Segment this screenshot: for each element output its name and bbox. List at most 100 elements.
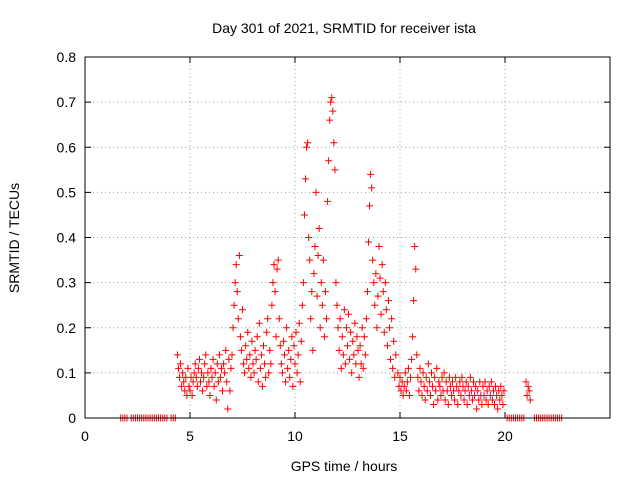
data-point	[481, 378, 489, 386]
data-point	[349, 337, 357, 345]
data-point	[296, 378, 304, 386]
data-point	[446, 382, 454, 390]
data-point	[468, 396, 476, 404]
data-point	[456, 378, 464, 386]
data-point	[253, 333, 261, 341]
data-point	[351, 319, 359, 327]
data-point	[347, 328, 355, 336]
data-point	[340, 306, 348, 314]
y-tick-label: 0.8	[57, 49, 77, 65]
data-point	[382, 306, 390, 314]
data-point	[452, 373, 460, 381]
data-point	[485, 382, 493, 390]
data-point	[441, 396, 449, 404]
data-point	[362, 315, 370, 323]
data-point	[338, 333, 346, 341]
data-point	[177, 360, 185, 368]
data-point	[370, 279, 378, 287]
data-point	[462, 378, 470, 386]
data-point	[246, 351, 254, 359]
data-point	[291, 360, 299, 368]
data-point	[213, 360, 221, 368]
data-point	[478, 400, 486, 408]
data-point	[267, 360, 275, 368]
data-point	[190, 369, 198, 377]
x-tick-label: 15	[392, 428, 408, 444]
data-point	[523, 391, 531, 399]
data-point	[401, 369, 409, 377]
data-point	[240, 360, 248, 368]
data-point	[271, 288, 279, 296]
data-point	[273, 265, 281, 273]
data-point	[275, 315, 283, 323]
data-point	[374, 292, 382, 300]
data-point	[440, 369, 448, 377]
data-point	[319, 256, 327, 264]
data-point	[430, 400, 438, 408]
data-point	[327, 98, 335, 106]
data-point	[318, 301, 326, 309]
data-point	[470, 378, 477, 386]
data-point	[460, 396, 468, 404]
data-point	[251, 346, 259, 354]
data-point	[174, 364, 182, 372]
data-point	[499, 400, 507, 408]
data-point	[329, 107, 337, 115]
data-point	[380, 328, 388, 336]
y-tick-label: 0.1	[57, 365, 77, 381]
data-point	[284, 364, 292, 372]
data-point	[302, 175, 309, 183]
data-point	[188, 391, 196, 399]
data-point	[384, 297, 392, 305]
y-tick-label: 0.2	[57, 320, 77, 336]
data-point	[484, 400, 492, 408]
data-point	[315, 224, 323, 232]
data-point	[422, 373, 430, 381]
data-point	[272, 333, 280, 341]
data-point	[266, 346, 274, 354]
data-point	[390, 337, 398, 345]
data-point	[383, 342, 391, 350]
data-point	[451, 396, 459, 404]
data-point	[224, 405, 232, 413]
data-point	[415, 387, 423, 395]
data-point	[348, 369, 356, 377]
data-point	[326, 116, 334, 124]
data-point	[299, 279, 307, 287]
x-tick-label: 20	[497, 428, 513, 444]
data-point	[344, 342, 351, 350]
data-point	[305, 234, 313, 241]
data-point	[194, 364, 202, 372]
data-point	[260, 342, 267, 350]
data-point	[176, 373, 183, 381]
data-point	[473, 405, 481, 413]
data-point	[292, 328, 300, 336]
data-point	[212, 396, 220, 404]
data-point	[474, 387, 482, 395]
data-point	[461, 387, 469, 395]
data-point	[333, 301, 341, 309]
data-point	[283, 324, 291, 332]
data-point	[475, 396, 483, 404]
data-point	[247, 373, 255, 381]
data-point	[332, 279, 340, 287]
data-point	[483, 387, 491, 395]
data-point	[425, 378, 433, 386]
data-point	[524, 382, 532, 390]
data-point	[312, 188, 320, 196]
data-point	[191, 360, 199, 368]
data-point	[358, 324, 366, 332]
data-point	[412, 265, 420, 273]
data-point	[308, 288, 316, 296]
data-point	[252, 355, 260, 363]
data-point	[309, 346, 317, 354]
data-point	[447, 391, 455, 399]
data-point	[365, 238, 372, 246]
data-point	[366, 202, 374, 210]
data-point	[442, 378, 450, 386]
data-point	[400, 382, 408, 390]
data-point	[287, 355, 295, 363]
data-point	[293, 369, 301, 377]
data-point	[258, 382, 266, 390]
data-point	[386, 324, 393, 332]
